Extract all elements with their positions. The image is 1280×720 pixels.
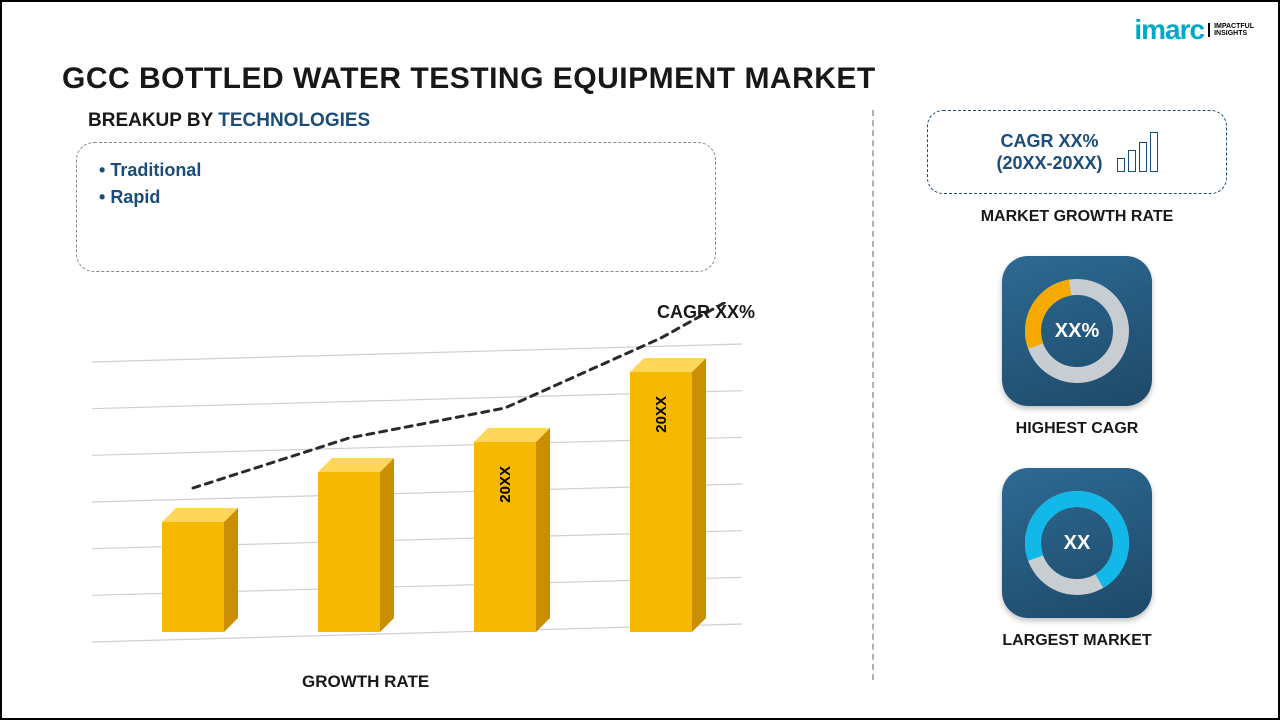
subtitle-prefix: BREAKUP BY xyxy=(88,110,218,131)
page-title: GCC BOTTLED WATER TESTING EQUIPMENT MARK… xyxy=(62,62,876,96)
technology-item: Rapid xyxy=(99,184,693,211)
subtitle: BREAKUP BY TECHNOLOGIES xyxy=(88,110,370,132)
largest-market-card: XX xyxy=(1002,468,1152,618)
technologies-box: TraditionalRapid xyxy=(76,142,716,272)
chart-axis-label: GROWTH RATE xyxy=(302,672,429,692)
subtitle-highlight: TECHNOLOGIES xyxy=(218,110,370,131)
brand-logo: imarc IMPACTFULINSIGHTS xyxy=(1134,14,1254,46)
logo-tagline: IMPACTFULINSIGHTS xyxy=(1208,23,1254,37)
logo-text: imarc xyxy=(1134,14,1204,46)
largest-market-title: LARGEST MARKET xyxy=(1002,632,1151,650)
cagr-value: XX% xyxy=(1055,320,1099,343)
growth-rate-box: CAGR XX%(20XX-20XX) xyxy=(927,110,1227,194)
svg-text:20XX: 20XX xyxy=(497,466,514,503)
growth-bars-icon xyxy=(1117,132,1158,172)
growth-chart: 20XX 20XX xyxy=(62,302,762,662)
growth-rate-text: CAGR XX%(20XX-20XX) xyxy=(996,130,1102,175)
vertical-divider xyxy=(872,110,874,680)
growth-rate-title: MARKET GROWTH RATE xyxy=(981,208,1174,226)
technologies-list: TraditionalRapid xyxy=(99,157,693,211)
technology-item: Traditional xyxy=(99,157,693,184)
cagr-arrow-label: CAGR XX% xyxy=(657,302,755,323)
highest-cagr-card: XX% xyxy=(1002,256,1152,406)
largest-value: XX xyxy=(1064,532,1091,555)
highest-cagr-title: HIGHEST CAGR xyxy=(1016,420,1139,438)
sidebar: CAGR XX%(20XX-20XX) MARKET GROWTH RATE X… xyxy=(902,110,1252,650)
svg-text:20XX: 20XX xyxy=(653,396,670,433)
